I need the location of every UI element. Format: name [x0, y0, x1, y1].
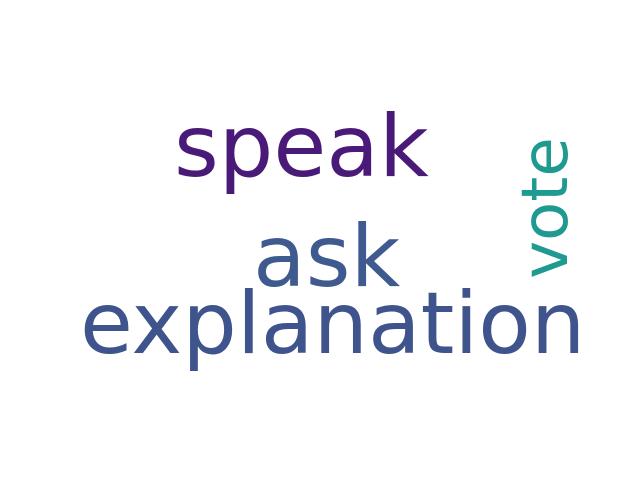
word-explanation: explanation: [80, 274, 586, 374]
word-ask: ask: [253, 207, 401, 307]
word-speak: speak: [174, 97, 429, 197]
word-vote: vote: [509, 137, 583, 279]
